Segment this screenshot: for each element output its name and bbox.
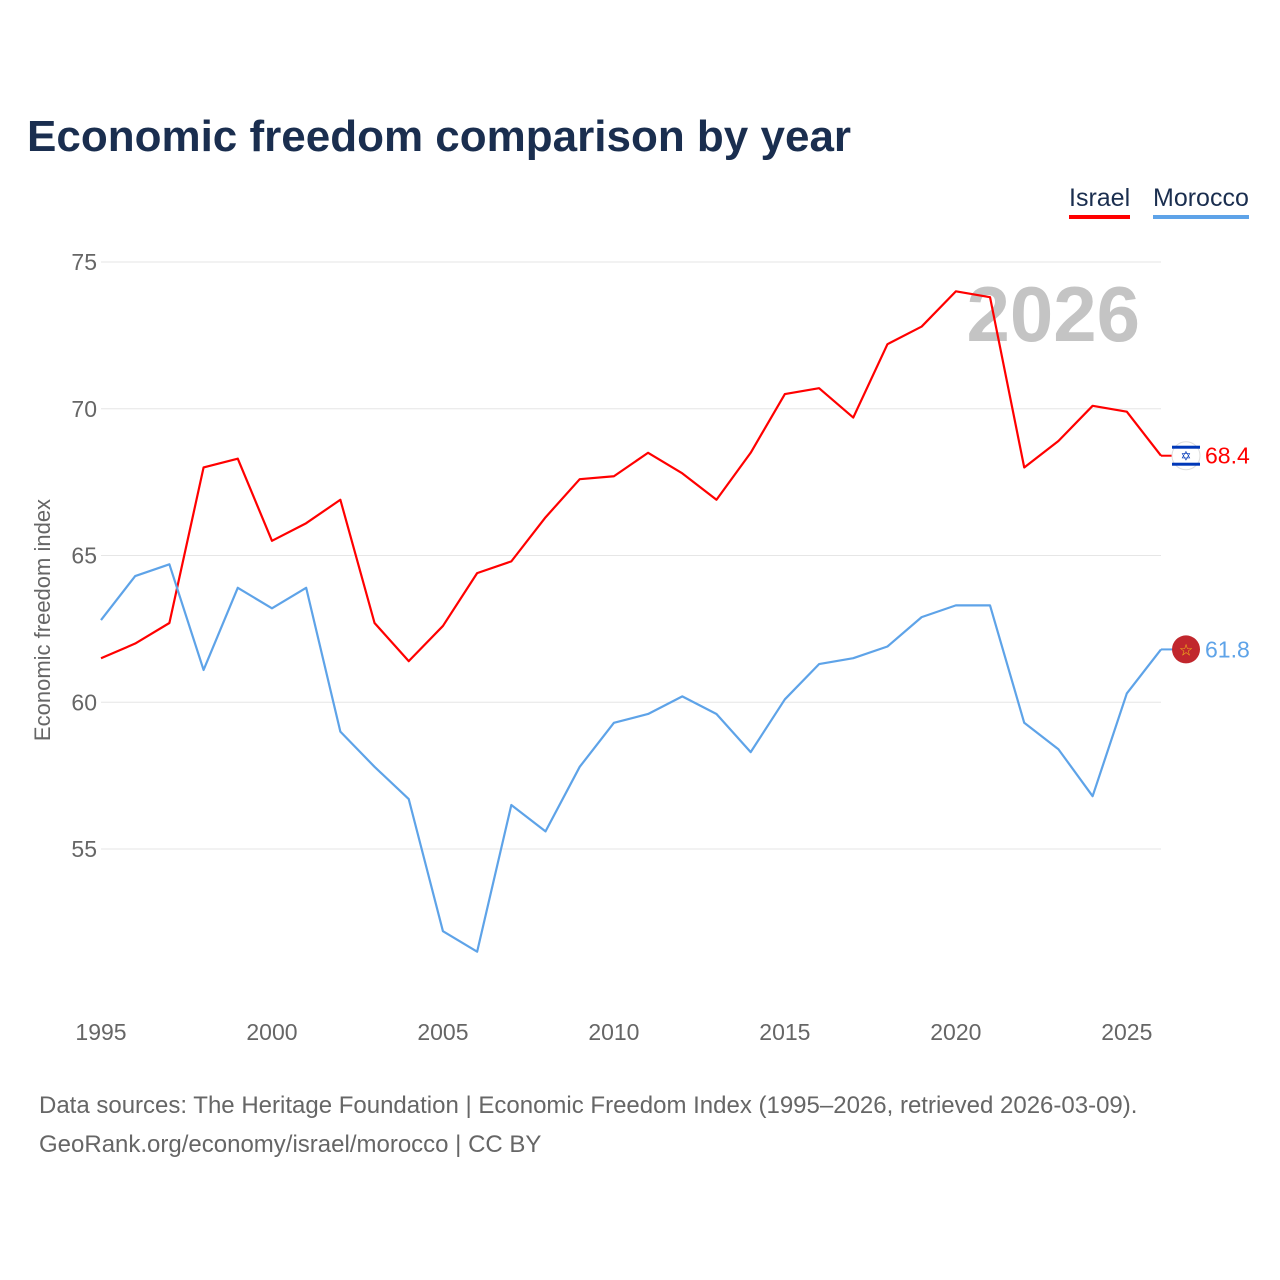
star-icon: ☆ xyxy=(1179,642,1193,659)
x-tick-label: 2005 xyxy=(417,1019,468,1045)
y-axis-label: Economic freedom index xyxy=(30,499,55,741)
x-tick-label: 2025 xyxy=(1101,1019,1152,1045)
footer: Data sources: The Heritage Foundation | … xyxy=(39,1086,1137,1164)
star-of-david-icon: ✡ xyxy=(1181,449,1192,464)
chart-title: Economic freedom comparison by year xyxy=(27,112,852,161)
morocco-flag-icon xyxy=(1172,635,1200,664)
x-tick-label: 2020 xyxy=(930,1019,981,1045)
x-tick-label: 2015 xyxy=(759,1019,810,1045)
legend-morocco[interactable]: Morocco xyxy=(1153,184,1249,219)
footer-sources: Data sources: The Heritage Foundation | … xyxy=(39,1092,1138,1119)
y-tick-label: 70 xyxy=(71,396,97,422)
y-tick-label: 65 xyxy=(71,543,97,569)
end-value-label: 68.4 xyxy=(1205,443,1250,469)
x-tick-label: 1995 xyxy=(75,1019,126,1045)
y-tick-label: 55 xyxy=(71,836,97,862)
israel-flag-stripe xyxy=(1172,462,1200,466)
x-tick-label: 2000 xyxy=(246,1019,297,1045)
footer-link[interactable]: GeoRank.org/economy/israel/morocco | CC … xyxy=(39,1131,542,1158)
y-tick-label: 60 xyxy=(71,689,97,715)
legend-israel[interactable]: Israel xyxy=(1069,184,1131,219)
end-value-label: 61.8 xyxy=(1205,636,1250,662)
y-tick-label: 75 xyxy=(71,249,97,275)
israel-flag-stripe xyxy=(1172,445,1200,449)
year-watermark: 2026 xyxy=(966,270,1140,358)
x-tick-label: 2010 xyxy=(588,1019,639,1045)
series-line-israel xyxy=(100,290,1162,663)
series-line-morocco xyxy=(100,563,1162,953)
